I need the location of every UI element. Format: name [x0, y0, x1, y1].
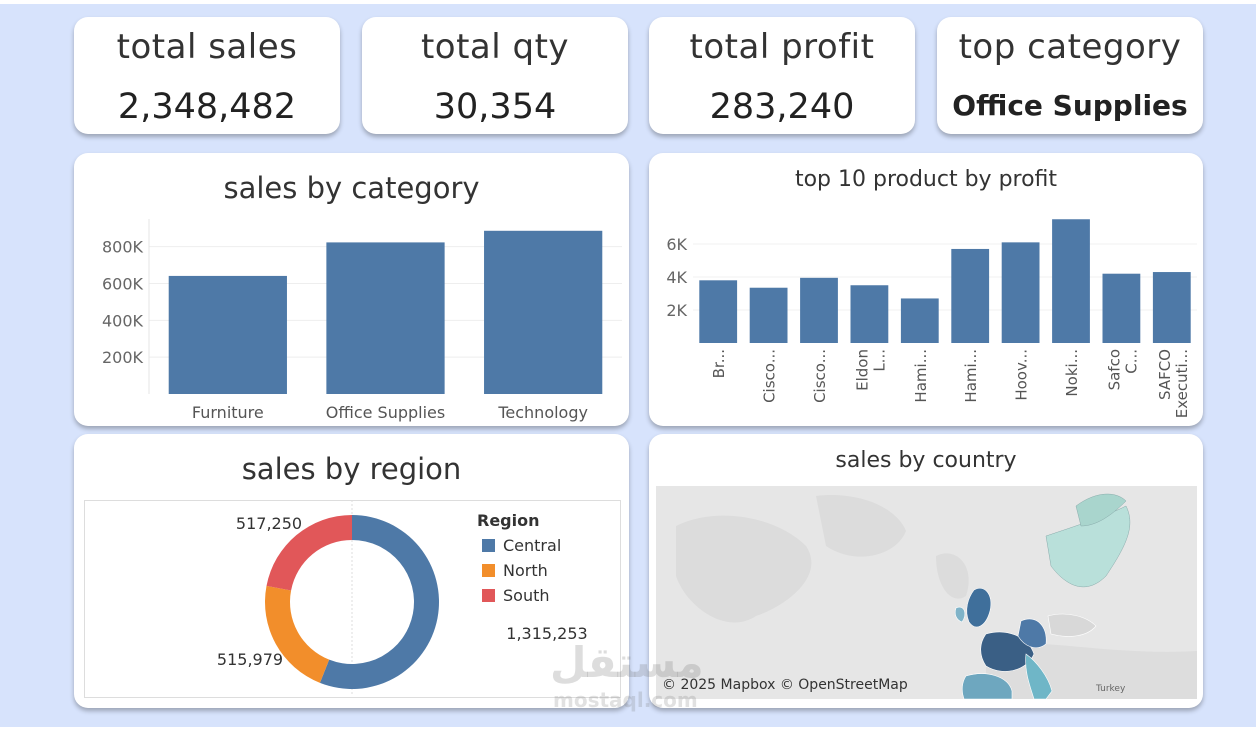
x-tick-label: Safco [1105, 349, 1123, 390]
bar [850, 285, 889, 343]
bar [1052, 219, 1090, 343]
legend-swatch [482, 539, 495, 552]
y-tick-label: 400K [102, 311, 144, 330]
legend-swatch [482, 564, 495, 577]
kpi-value: Office Supplies [952, 89, 1188, 122]
x-tick-label: L... [870, 349, 888, 372]
legend-label: North [503, 561, 548, 580]
kpi-value: 30,354 [433, 87, 557, 127]
sales-by-category-card[interactable]: sales by category 200K 400K 600K 800K Furnit… [74, 153, 629, 426]
x-tick-label: Technology [497, 403, 588, 422]
chart-title: sales by country [835, 448, 1017, 473]
x-tick-label: C... [1122, 349, 1140, 374]
kpi-card-total-qty[interactable]: total qty 30,354 [362, 17, 628, 134]
chart-title: top 10 product by profit [794, 167, 1058, 192]
x-tick-label: Cisco... [811, 349, 829, 403]
x-tick-label: Noki... [1063, 349, 1081, 397]
kpi-value: 283,240 [709, 87, 855, 127]
legend-item-central[interactable]: Central [482, 536, 561, 555]
kpi-title: top category [958, 27, 1182, 67]
x-tick-label: SAFCO [1156, 349, 1174, 400]
legend-swatch [482, 589, 495, 602]
kpi-card-total-sales[interactable]: total sales 2,348,482 [74, 17, 340, 134]
legend-item-north[interactable]: North [482, 561, 548, 580]
legend-label: Central [503, 536, 562, 555]
bar [484, 230, 603, 394]
y-tick-label: 4K [666, 268, 687, 287]
kpi-value: 2,348,482 [117, 87, 297, 127]
bar [1152, 272, 1191, 343]
sales-map[interactable]: Turkey © 2025 Mapbox © OpenStreetMap [656, 486, 1197, 699]
kpi-title: total profit [689, 27, 875, 67]
slice-label: 517,250 [236, 514, 302, 533]
bar [168, 275, 287, 394]
map-shapes [656, 486, 1197, 699]
bar [951, 248, 990, 343]
bar [900, 298, 939, 343]
x-tick-label: Hami... [912, 349, 930, 403]
bar [1001, 242, 1040, 343]
y-tick-label: 600K [102, 274, 144, 293]
map-attribution: © 2025 Mapbox © OpenStreetMap [662, 677, 908, 693]
x-tick-label: Hami... [962, 349, 980, 403]
top-products-chart: 2K 4K 6K Br... Cisco... Cisco... Eldon L... Hami… [666, 219, 1197, 418]
kpi-card-top-category[interactable]: top category Office Supplies [937, 17, 1203, 134]
legend-label: South [503, 586, 550, 605]
watermark-arabic: مستقل [550, 638, 704, 687]
x-tick-label: Eldon [853, 349, 871, 391]
bar [326, 242, 445, 394]
chart-title: sales by category [223, 171, 480, 205]
x-tick-label: Hoov... [1013, 349, 1031, 401]
y-tick-label: 800K [102, 238, 144, 257]
sales-by-region-donut: 1,315,253 515,979 517,250 [217, 500, 588, 696]
donut-slice [266, 515, 352, 591]
kpi-title: total sales [116, 27, 298, 67]
legend-item-south[interactable]: South [482, 586, 550, 605]
bar [749, 287, 788, 343]
sales-by-region-card[interactable]: sales by region 1,315,253 515,979 517,250 … [74, 434, 629, 708]
dashboard-canvas: total sales 2,348,482 total qty 30,354 t… [0, 4, 1256, 727]
x-tick-label: Furniture [192, 403, 264, 422]
sales-by-category-chart: 200K 400K 600K 800K Furniture Office Supplies… [102, 219, 622, 422]
top-products-card[interactable]: top 10 product by profit 2K 4K 6K Br... Cisc… [649, 153, 1203, 426]
kpi-card-total-profit[interactable]: total profit 283,240 [649, 17, 915, 134]
donut-slice [319, 515, 440, 689]
slice-label: 515,979 [217, 650, 283, 669]
map-label-turkey: Turkey [1096, 684, 1126, 694]
kpi-title: total qty [420, 27, 570, 67]
bar [1102, 273, 1141, 343]
x-tick-label: Cisco... [761, 349, 779, 403]
sales-by-country-card[interactable]: sales by country Turkey © 2025 Mapbox © … [649, 434, 1203, 708]
y-tick-label: 2K [666, 301, 687, 320]
watermark-latin: mostaql.com [553, 688, 698, 712]
bar [699, 280, 738, 343]
y-tick-label: 200K [102, 348, 144, 367]
donut-slice [265, 585, 330, 683]
slice-label: 1,315,253 [506, 624, 587, 643]
chart-title: sales by region [241, 452, 462, 486]
x-tick-label: Executi... [1173, 349, 1191, 418]
x-tick-label: Br... [710, 349, 728, 378]
x-tick-label: Office Supplies [326, 403, 445, 422]
legend-title: Region [477, 511, 540, 530]
y-tick-label: 6K [666, 235, 687, 254]
bar [800, 277, 838, 343]
